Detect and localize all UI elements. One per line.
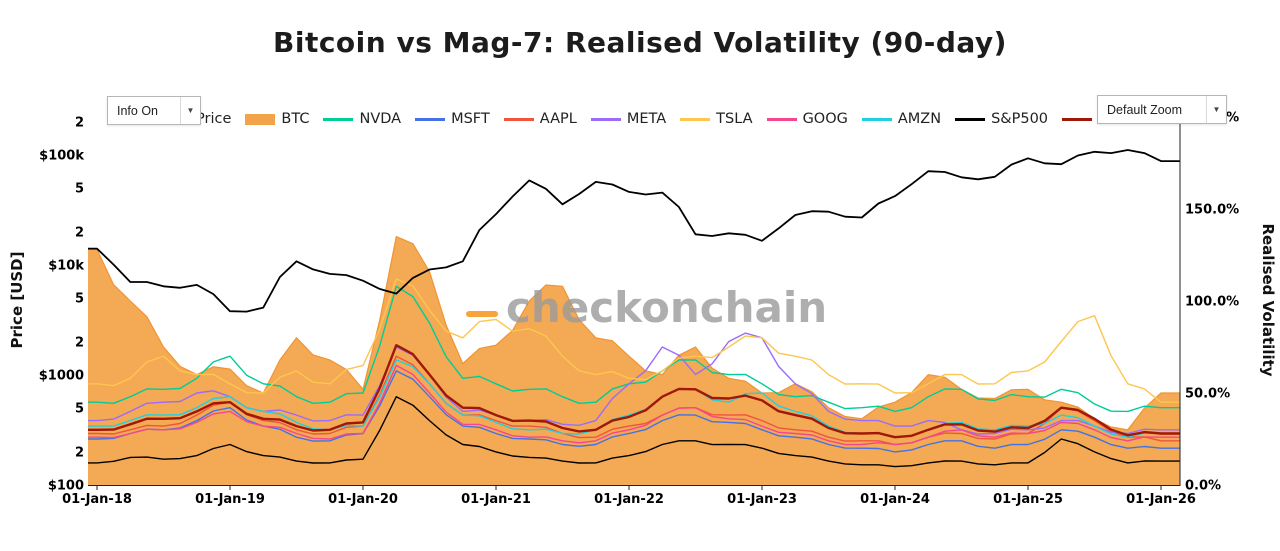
amzn-volatility-line: [88, 359, 1180, 438]
watermark-dash: [466, 311, 498, 317]
legend-item-btc[interactable]: BTC: [245, 111, 309, 127]
x-tick-label: 01-Jan-19: [195, 492, 265, 507]
x-tick-label: 01-Jan-24: [860, 492, 930, 507]
volatility-area-layer: [88, 235, 1180, 485]
legend-swatch-btc: [245, 113, 276, 125]
legend-item-msft[interactable]: MSFT: [415, 111, 490, 127]
x-tick-label: 01-Jan-22: [594, 492, 664, 507]
y-right-tick-label: 100.0%: [1185, 295, 1239, 310]
legend-swatch-sp500: [955, 117, 986, 121]
legend-label-nvda: NVDA: [359, 111, 402, 127]
watermark: checkonchain: [466, 283, 827, 332]
y-left-tick-label: $100: [48, 479, 84, 494]
legend-swatch-msft: [415, 117, 446, 121]
y-left-axis-title: Price [USD]: [8, 252, 26, 349]
default-zoom-dropdown-label: Default Zoom: [1107, 102, 1183, 117]
x-tick-label: 01-Jan-18: [62, 492, 132, 507]
mag7-volatility-line: [88, 344, 1180, 439]
legend-label-price: Price: [196, 111, 232, 127]
info-on-dropdown[interactable]: Info On ▼: [107, 96, 201, 125]
y-right-tick-label: 0.0%: [1185, 479, 1221, 494]
x-tick-label: 01-Jan-26: [1126, 492, 1196, 507]
y-left-tick-label: 2: [75, 225, 84, 240]
legend-label-msft: MSFT: [451, 111, 490, 127]
legend-swatch-amzn: [861, 117, 892, 121]
y-left-tick-label: 5: [75, 182, 84, 197]
legend-item-aapl[interactable]: AAPL: [503, 111, 577, 127]
axes-layer: $100 2 5 $1000 2 5 $10k 2 5 $100k 2 0.0% 50.0% 100.0%…: [39, 111, 1239, 508]
default-zoom-dropdown[interactable]: Default Zoom ▼: [1097, 95, 1227, 124]
legend-swatch-aapl: [503, 117, 534, 121]
legend-item-unlabeled-10[interactable]: [1062, 117, 1093, 121]
legend-label-tsla: TSLA: [716, 111, 753, 127]
legend-label-goog: GOOG: [802, 111, 848, 127]
legend-swatch-goog: [766, 117, 797, 121]
chevron-down-icon[interactable]: ▼: [1206, 96, 1226, 123]
y-left-tick-label: $100k: [39, 149, 84, 164]
y-left-tick-label: 2: [75, 445, 84, 460]
legend-label-btc: BTC: [281, 111, 310, 127]
legend-label-aapl: AAPL: [539, 111, 577, 127]
y-left-tick-label: $10k: [48, 259, 84, 274]
x-tick-label: 01-Jan-25: [993, 492, 1063, 507]
y-right-tick-label: 150.0%: [1185, 203, 1239, 218]
y-left-tick-label: 5: [75, 402, 84, 417]
x-tick-label: 01-Jan-20: [328, 492, 398, 507]
goog-volatility-line: [88, 364, 1180, 446]
legend-swatch-tsla: [680, 117, 711, 121]
x-tick-label: 01-Jan-23: [727, 492, 797, 507]
legend-swatch-unlabeled-10: [1062, 117, 1093, 121]
y-right-axis-title: Realised Volatility: [1259, 223, 1277, 376]
y-left-tick-label: 5: [75, 292, 84, 307]
legend-swatch-nvda: [323, 117, 354, 121]
btc-price-line: [88, 149, 1180, 313]
legend-label-meta: META: [626, 111, 667, 127]
y-left-tick-label: $1000: [39, 369, 84, 384]
watermark-text: checkonchain: [506, 283, 827, 332]
legend-label-amzn: AMZN: [897, 111, 942, 127]
legend-item-amzn[interactable]: AMZN: [861, 111, 942, 127]
chart-legend: Price BTC NVDA MSFT AAPL META TSLA GOOG AMZN S&P5…: [160, 107, 1093, 131]
info-on-dropdown-label: Info On: [117, 103, 158, 118]
legend-item-meta[interactable]: META: [590, 111, 667, 127]
y-left-tick-label: 2: [75, 335, 84, 350]
legend-item-tsla[interactable]: TSLA: [680, 111, 753, 127]
tsla-volatility-line: [88, 278, 1180, 403]
y-left-tick-label: 2: [75, 115, 84, 130]
aapl-volatility-line: [88, 355, 1180, 446]
page-title: Bitcoin vs Mag-7: Realised Volatility (9…: [273, 26, 1007, 59]
legend-item-sp500[interactable]: S&P500: [955, 111, 1048, 127]
legend-swatch-meta: [590, 117, 621, 121]
legend-item-nvda[interactable]: NVDA: [323, 111, 401, 127]
sp500-volatility-line: [88, 396, 1180, 468]
x-tick-label: 01-Jan-21: [461, 492, 531, 507]
chevron-down-icon[interactable]: ▼: [180, 97, 200, 124]
legend-item-goog[interactable]: GOOG: [766, 111, 848, 127]
y-right-tick-label: 50.0%: [1185, 387, 1230, 402]
series-lines-layer: [88, 149, 1180, 468]
legend-label-sp500: S&P500: [991, 111, 1049, 127]
